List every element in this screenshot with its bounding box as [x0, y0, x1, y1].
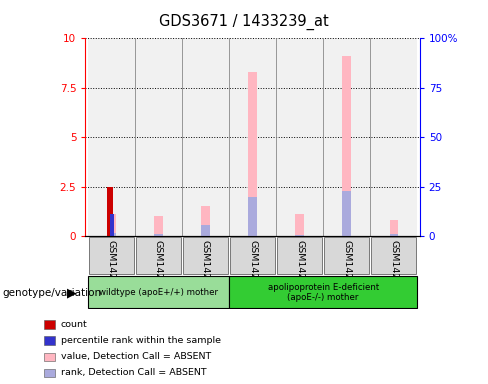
Text: wildtype (apoE+/+) mother: wildtype (apoE+/+) mother: [99, 288, 218, 297]
Text: GSM142367: GSM142367: [107, 240, 116, 298]
FancyBboxPatch shape: [277, 237, 322, 274]
Bar: [389, 234, 398, 236]
Bar: [323, 38, 370, 236]
Text: apolipoprotein E-deficient
(apoE-/-) mother: apolipoprotein E-deficient (apoE-/-) mot…: [267, 283, 379, 302]
Text: percentile rank within the sample: percentile rank within the sample: [61, 336, 221, 345]
Text: GSM142376: GSM142376: [342, 240, 351, 298]
FancyBboxPatch shape: [136, 237, 181, 274]
Bar: [107, 187, 113, 236]
Bar: [110, 214, 114, 236]
Bar: [135, 38, 182, 236]
Bar: [88, 38, 135, 236]
FancyBboxPatch shape: [229, 276, 417, 308]
FancyBboxPatch shape: [89, 237, 134, 274]
Bar: [370, 38, 417, 236]
FancyBboxPatch shape: [324, 237, 369, 274]
Text: GSM142369: GSM142369: [154, 240, 163, 298]
Bar: [343, 56, 351, 236]
Bar: [229, 38, 276, 236]
Text: rank, Detection Call = ABSENT: rank, Detection Call = ABSENT: [61, 368, 206, 377]
FancyBboxPatch shape: [183, 237, 228, 274]
Text: GSM142372: GSM142372: [248, 240, 257, 298]
Bar: [182, 38, 229, 236]
Text: GSM142374: GSM142374: [295, 240, 304, 298]
Text: GDS3671 / 1433239_at: GDS3671 / 1433239_at: [159, 13, 329, 30]
Text: GSM142380: GSM142380: [389, 240, 398, 298]
FancyBboxPatch shape: [371, 237, 416, 274]
Bar: [248, 197, 257, 236]
Text: GSM142370: GSM142370: [201, 240, 210, 298]
Bar: [154, 217, 163, 236]
Bar: [248, 72, 257, 236]
Bar: [107, 214, 116, 236]
FancyBboxPatch shape: [230, 237, 275, 274]
Bar: [201, 207, 210, 236]
FancyBboxPatch shape: [88, 276, 229, 308]
Bar: [295, 235, 304, 236]
Bar: [107, 233, 116, 236]
Text: ▶: ▶: [67, 286, 77, 299]
Text: value, Detection Call = ABSENT: value, Detection Call = ABSENT: [61, 352, 211, 361]
Bar: [154, 234, 163, 236]
Bar: [389, 220, 398, 236]
Bar: [276, 38, 323, 236]
Bar: [201, 225, 210, 236]
Text: genotype/variation: genotype/variation: [2, 288, 102, 298]
Bar: [343, 191, 351, 236]
Text: count: count: [61, 320, 87, 329]
Bar: [295, 214, 304, 236]
